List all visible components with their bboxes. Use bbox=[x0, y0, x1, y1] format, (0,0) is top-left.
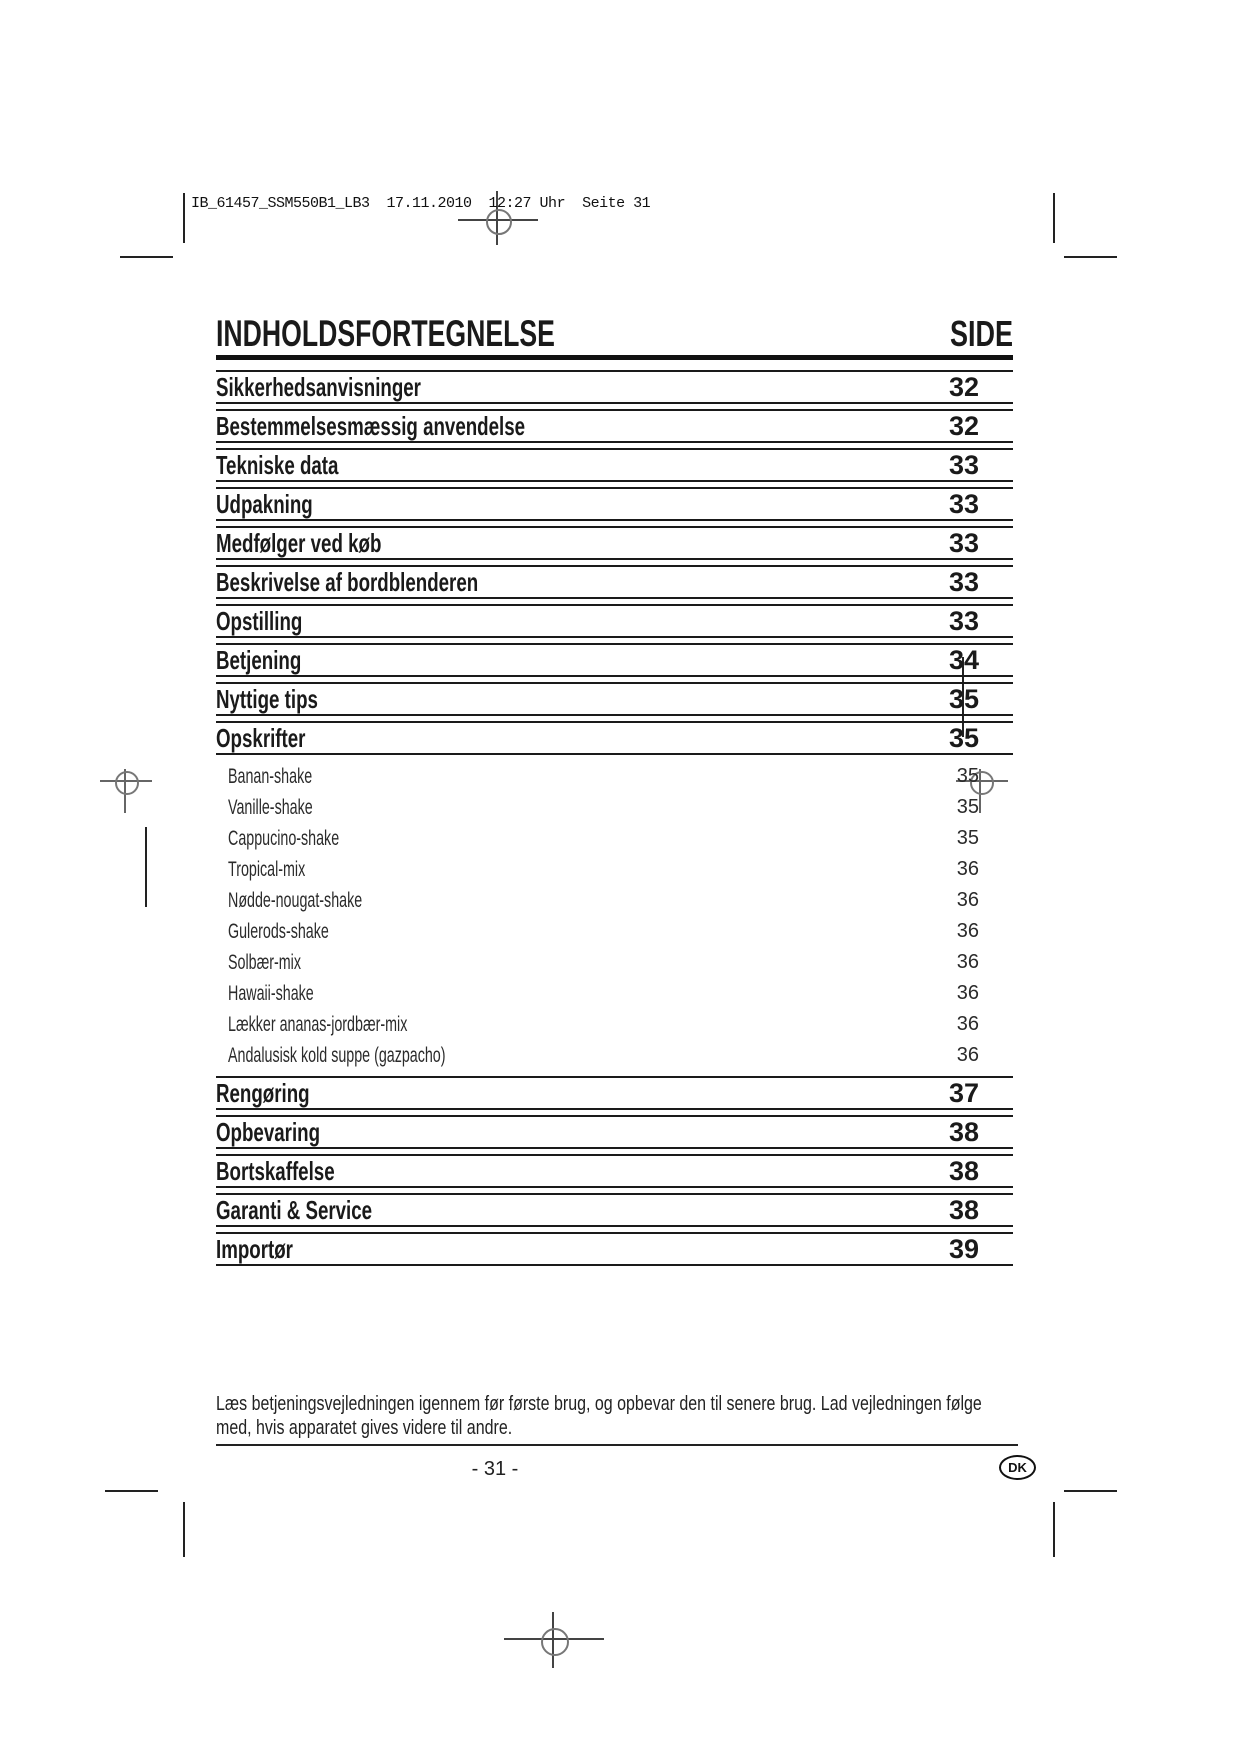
toc-entry-label: Lækker ananas-jordbær-mix bbox=[228, 1012, 408, 1036]
toc-entry-label: Importør bbox=[216, 1233, 293, 1264]
crop-mark-top-right-horizontal bbox=[1064, 256, 1117, 258]
toc-row: Udpakning 33 bbox=[216, 487, 1013, 521]
toc-entry-label: Banan-shake bbox=[228, 764, 313, 788]
toc-entry-page: 35 bbox=[956, 796, 979, 818]
page-column-header: SIDE bbox=[949, 313, 1013, 354]
footer-note-line: med, hvis apparatet gives videre til and… bbox=[216, 1417, 513, 1439]
toc-row: Rengøring 37 bbox=[216, 1076, 1013, 1110]
toc-entry-page: 33 bbox=[948, 527, 979, 558]
toc-entry-page: 34 bbox=[948, 644, 979, 675]
toc-entry-page: 35 bbox=[948, 722, 979, 753]
toc-entry-label: Cappucino-shake bbox=[228, 826, 340, 850]
crop-mark-bottom-left-horizontal bbox=[105, 1490, 158, 1492]
toc-entry-page: 36 bbox=[956, 1013, 979, 1035]
print-job-header: IB_61457_SSM550B1_LB3 17.11.2010 12:27 U… bbox=[191, 195, 651, 212]
toc-entry-page: 33 bbox=[948, 488, 979, 519]
toc-row: Tropical-mix 36 bbox=[216, 854, 1013, 885]
toc-entry-page: 36 bbox=[956, 982, 979, 1004]
page-number: - 31 - bbox=[471, 1458, 519, 1480]
toc-row: Nyttige tips 35 bbox=[216, 682, 1013, 716]
toc-entry-label: Udpakning bbox=[216, 488, 313, 519]
toc-header-row: INDHOLDSFORTEGNELSE SIDE bbox=[216, 313, 1013, 354]
toc-row: Bortskaffelse 38 bbox=[216, 1154, 1013, 1188]
toc-entry-page: 37 bbox=[948, 1077, 979, 1108]
toc-entry-label: Opskrifter bbox=[216, 722, 306, 753]
toc-row: Opstilling 33 bbox=[216, 604, 1013, 638]
toc-entry-label: Bestemmelsesmæssig anvendelse bbox=[216, 410, 526, 441]
toc-row: Betjening 34 bbox=[216, 643, 1013, 677]
toc-entry-page: 35 bbox=[956, 765, 979, 787]
toc-row: Gulerods-shake 36 bbox=[216, 916, 1013, 947]
toc-entry-page: 33 bbox=[948, 566, 979, 597]
toc-row: Opbevaring 38 bbox=[216, 1115, 1013, 1149]
footer-rule bbox=[216, 1444, 1018, 1446]
toc-entry-label: Bortskaffelse bbox=[216, 1155, 335, 1186]
toc-entry-label: Medfølger ved køb bbox=[216, 527, 382, 558]
toc-entry-page: 32 bbox=[948, 371, 979, 402]
toc-entry-page: 36 bbox=[956, 951, 979, 973]
footer-note: Læs betjeningsvejledningen igennem før f… bbox=[216, 1392, 1016, 1440]
crop-mark-bottom-right-horizontal bbox=[1064, 1490, 1117, 1492]
toc-entry-page: 36 bbox=[956, 858, 979, 880]
fold-mark-left-vertical bbox=[145, 827, 147, 907]
toc-row: Sikkerhedsanvisninger 32 bbox=[216, 370, 1013, 404]
toc-entry-page: 35 bbox=[956, 827, 979, 849]
toc-row: Garanti & Service 38 bbox=[216, 1193, 1013, 1227]
toc-entry-label: Vanille-shake bbox=[228, 795, 313, 819]
toc-entry-label: Betjening bbox=[216, 644, 302, 675]
toc-row: Andalusisk kold suppe (gazpacho) 36 bbox=[216, 1040, 1013, 1071]
page-title: INDHOLDSFORTEGNELSE bbox=[216, 313, 555, 354]
crop-mark-bottom-left-vertical bbox=[183, 1502, 185, 1557]
toc-entry-label: Solbær-mix bbox=[228, 950, 302, 974]
toc-row: Bestemmelsesmæssig anvendelse 32 bbox=[216, 409, 1013, 443]
toc-row: Hawaii-shake 36 bbox=[216, 978, 1013, 1009]
toc-entry-label: Tekniske data bbox=[216, 449, 339, 480]
footer-note-line: Læs betjeningsvejledningen igennem før f… bbox=[216, 1393, 982, 1415]
toc-entry-label: Opbevaring bbox=[216, 1116, 321, 1147]
toc-entry-page: 36 bbox=[956, 889, 979, 911]
toc-entry-label: Hawaii-shake bbox=[228, 981, 314, 1005]
toc-entry-label: Nødde-nougat-shake bbox=[228, 888, 363, 912]
toc-entry-page: 39 bbox=[948, 1233, 979, 1264]
toc-entry-label: Rengøring bbox=[216, 1077, 310, 1108]
toc-row: Importør 39 bbox=[216, 1232, 1013, 1266]
toc-entry-page: 36 bbox=[956, 1044, 979, 1066]
toc-entry-page: 38 bbox=[948, 1155, 979, 1186]
toc-row: Beskrivelse af bordblenderen 33 bbox=[216, 565, 1013, 599]
toc-entry-label: Garanti & Service bbox=[216, 1194, 373, 1225]
toc-row: Cappucino-shake 35 bbox=[216, 823, 1013, 854]
toc-entry-page: 33 bbox=[948, 449, 979, 480]
toc-entry-page: 38 bbox=[948, 1116, 979, 1147]
toc-entry-label: Gulerods-shake bbox=[228, 919, 329, 943]
toc-row: Medfølger ved køb 33 bbox=[216, 526, 1013, 560]
toc-row: Banan-shake 35 bbox=[216, 761, 1013, 792]
toc-entry-page: 38 bbox=[948, 1194, 979, 1225]
toc-entry-label: Nyttige tips bbox=[216, 683, 318, 714]
fold-mark-right-vertical bbox=[962, 657, 964, 737]
toc-entry-page: 32 bbox=[948, 410, 979, 441]
toc-entry-page: 35 bbox=[948, 683, 979, 714]
language-badge-dk: DK bbox=[999, 1455, 1036, 1480]
toc-entry-label: Andalusisk kold suppe (gazpacho) bbox=[228, 1043, 446, 1067]
toc-row: Vanille-shake 35 bbox=[216, 792, 1013, 823]
toc-entry-label: Tropical-mix bbox=[228, 857, 306, 881]
crop-mark-bottom-right-vertical bbox=[1053, 1502, 1055, 1557]
toc-entry-page: 33 bbox=[948, 605, 979, 636]
toc-row: Lækker ananas-jordbær-mix 36 bbox=[216, 1009, 1013, 1040]
crop-mark-top-right-vertical bbox=[1053, 193, 1055, 243]
toc-row: Tekniske data 33 bbox=[216, 448, 1013, 482]
toc-row: Opskrifter 35 bbox=[216, 721, 1013, 755]
toc-entry-page: 36 bbox=[956, 920, 979, 942]
toc-entry-label: Opstilling bbox=[216, 605, 303, 636]
toc-row: Nødde-nougat-shake 36 bbox=[216, 885, 1013, 916]
toc-row: Solbær-mix 36 bbox=[216, 947, 1013, 978]
crop-mark-top-left-horizontal bbox=[120, 256, 173, 258]
title-rule bbox=[216, 355, 1013, 360]
toc-entry-label: Beskrivelse af bordblenderen bbox=[216, 566, 479, 597]
table-of-contents: INDHOLDSFORTEGNELSE SIDE Sikkerhedsanvis… bbox=[216, 313, 1013, 1266]
crop-mark-top-left-vertical bbox=[183, 193, 185, 243]
toc-entry-label: Sikkerhedsanvisninger bbox=[216, 371, 421, 402]
